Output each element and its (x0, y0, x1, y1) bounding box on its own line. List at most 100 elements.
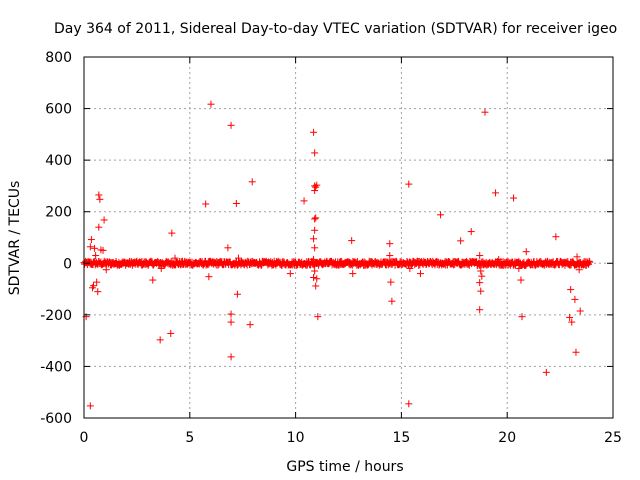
data-point (478, 272, 486, 280)
data-point (227, 121, 235, 129)
data-point (510, 194, 518, 202)
data-point (311, 226, 319, 234)
y-tick-label: -200 (40, 308, 72, 324)
data-point (522, 248, 530, 256)
data-point (310, 273, 318, 281)
data-point (311, 187, 319, 195)
data-point (515, 264, 523, 272)
tick-labels: 0 5 10 15 20 25 -600 -400 -200 0 200 400 600 800 (40, 50, 622, 446)
y-tick-label: 400 (45, 153, 72, 169)
data-point (156, 336, 164, 344)
data-point (96, 195, 104, 203)
data-point (476, 306, 484, 314)
data-point (233, 290, 241, 298)
axis-ticks (83, 56, 614, 419)
data-point (571, 295, 579, 303)
y-tick-label: 200 (45, 205, 72, 221)
data-point (227, 353, 235, 361)
y-tick-label: 800 (45, 50, 72, 66)
dense-band-markers (80, 257, 594, 269)
data-point (552, 233, 560, 241)
data-point (572, 348, 580, 356)
data-point (348, 237, 356, 245)
data-point (405, 400, 413, 408)
data-point (90, 282, 98, 290)
data-point (300, 197, 308, 205)
x-tick-label: 25 (604, 430, 622, 446)
band-point (586, 258, 594, 266)
data-point (310, 235, 318, 243)
data-point (227, 310, 235, 318)
data-point (311, 215, 319, 223)
plot-frame (83, 56, 614, 419)
y-tick-label: -400 (40, 359, 72, 375)
grid-layer (84, 57, 613, 418)
data-point (95, 223, 103, 231)
data-point (387, 278, 395, 286)
data-point (476, 279, 484, 287)
data-point (576, 307, 584, 315)
data-point (99, 246, 107, 254)
data-point (102, 266, 110, 274)
data-point (313, 275, 321, 283)
chart-title: Day 364 of 2011, Sidereal Day-to-day VTE… (54, 21, 617, 37)
data-point (405, 180, 413, 188)
data-point (575, 266, 583, 274)
data-point (86, 402, 94, 410)
data-point (386, 252, 394, 260)
data-point (246, 321, 254, 329)
data-point (566, 313, 574, 321)
data-point (87, 236, 95, 244)
x-axis-title: GPS time / hours (286, 459, 403, 475)
data-point (477, 287, 485, 295)
data-point (286, 270, 294, 278)
data-point (94, 288, 102, 296)
data-point (232, 199, 240, 207)
y-tick-label: 600 (45, 102, 72, 118)
data-point (517, 276, 525, 284)
data-point (457, 237, 465, 245)
data-point (416, 270, 424, 278)
data-point (157, 264, 165, 272)
data-point (518, 313, 526, 321)
data-point (171, 254, 179, 262)
outlier-markers (82, 100, 584, 410)
data-point (149, 276, 157, 284)
x-tick-label: 20 (498, 430, 516, 446)
data-point (542, 368, 550, 376)
data-point (311, 149, 319, 157)
data-point (477, 267, 485, 275)
data-point (86, 243, 94, 251)
x-tick-label: 0 (80, 430, 89, 446)
data-point (311, 267, 319, 275)
data-point (481, 108, 489, 116)
band-point (585, 257, 593, 265)
data-point (312, 282, 320, 290)
data-point (227, 318, 235, 326)
data-point (224, 244, 232, 252)
data-point (168, 229, 176, 237)
data-point (310, 128, 318, 136)
data-point (310, 255, 318, 263)
data-point (476, 252, 484, 260)
data-point (311, 244, 319, 252)
x-tick-label: 10 (287, 430, 305, 446)
data-point (248, 178, 256, 186)
data-point (95, 191, 103, 199)
data-point (573, 253, 581, 261)
data-point (312, 214, 320, 222)
data-point (207, 100, 215, 108)
y-axis-title: SDTVAR / TECUs (7, 181, 23, 296)
data-point (313, 181, 321, 189)
data-point (91, 244, 99, 252)
data-point (349, 270, 357, 278)
data-point (93, 278, 101, 286)
data-point (386, 240, 394, 248)
data-point (314, 313, 322, 321)
data-point (388, 297, 396, 305)
data-point (568, 318, 576, 326)
data-point (567, 286, 575, 294)
data-point (492, 189, 500, 197)
data-point (467, 228, 475, 236)
